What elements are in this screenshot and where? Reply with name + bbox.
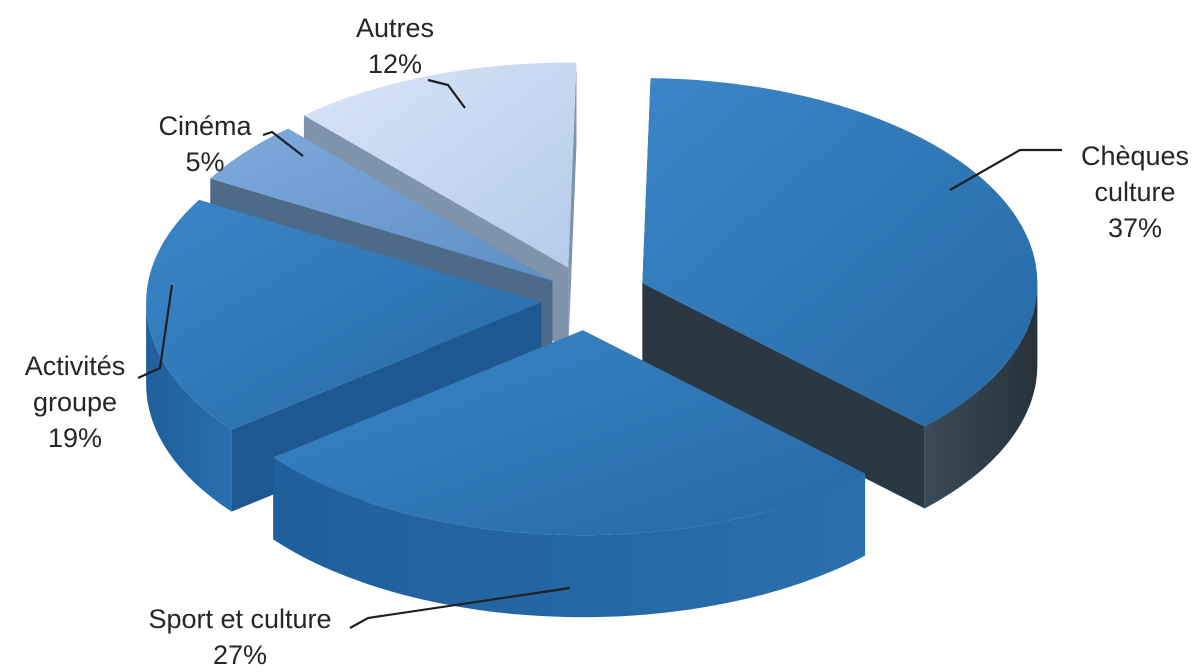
- category-label-sport-et-culture: Sport et culture: [148, 604, 331, 634]
- value-label-autres: 12%: [368, 49, 422, 79]
- leader-line-activites-groupe: [137, 284, 174, 380]
- leader-line-autres: [427, 78, 466, 109]
- slice-autres-top: [303, 62, 577, 268]
- category-label-cheques-culture: culture: [1094, 177, 1175, 207]
- pie-slices: [146, 62, 1038, 618]
- category-label-activites-groupe: Activités: [25, 351, 126, 381]
- leader-line-sport-et-culture: [349, 586, 571, 629]
- category-label-autres: Autres: [356, 13, 434, 43]
- value-label-cinema: 5%: [185, 147, 224, 177]
- slice-activites-groupe-top: [146, 199, 542, 430]
- value-label-sport-et-culture: 27%: [213, 640, 267, 670]
- value-label-cheques-culture: 37%: [1108, 213, 1162, 243]
- leader-line-cinema: [262, 130, 304, 157]
- category-label-activites-groupe: groupe: [33, 387, 117, 417]
- slice-cheques-culture-side: [924, 283, 1038, 509]
- slice-cheques-culture-top: [642, 78, 1038, 427]
- slice-sport-et-culture-side: [273, 457, 866, 618]
- slice-sport-et-culture-top: [273, 330, 866, 536]
- leader-line-cheques-culture: [949, 148, 1062, 191]
- slice-cheques-culture-wall-end: [642, 283, 925, 509]
- category-label-cinema: Cinéma: [158, 111, 252, 141]
- slice-cheques-culture: [642, 78, 1038, 509]
- slice-sport-et-culture: [273, 330, 866, 618]
- slice-cinema-top: [210, 128, 553, 281]
- value-label-activites-groupe: 19%: [48, 423, 102, 453]
- slice-labels: Chèques culture 37% Sport et culture 27% Acti…: [25, 13, 1189, 670]
- slice-autres-wall-end: [568, 62, 577, 350]
- category-label-cheques-culture: Chèques: [1081, 141, 1189, 171]
- slice-activites-groupe-side: [146, 302, 232, 512]
